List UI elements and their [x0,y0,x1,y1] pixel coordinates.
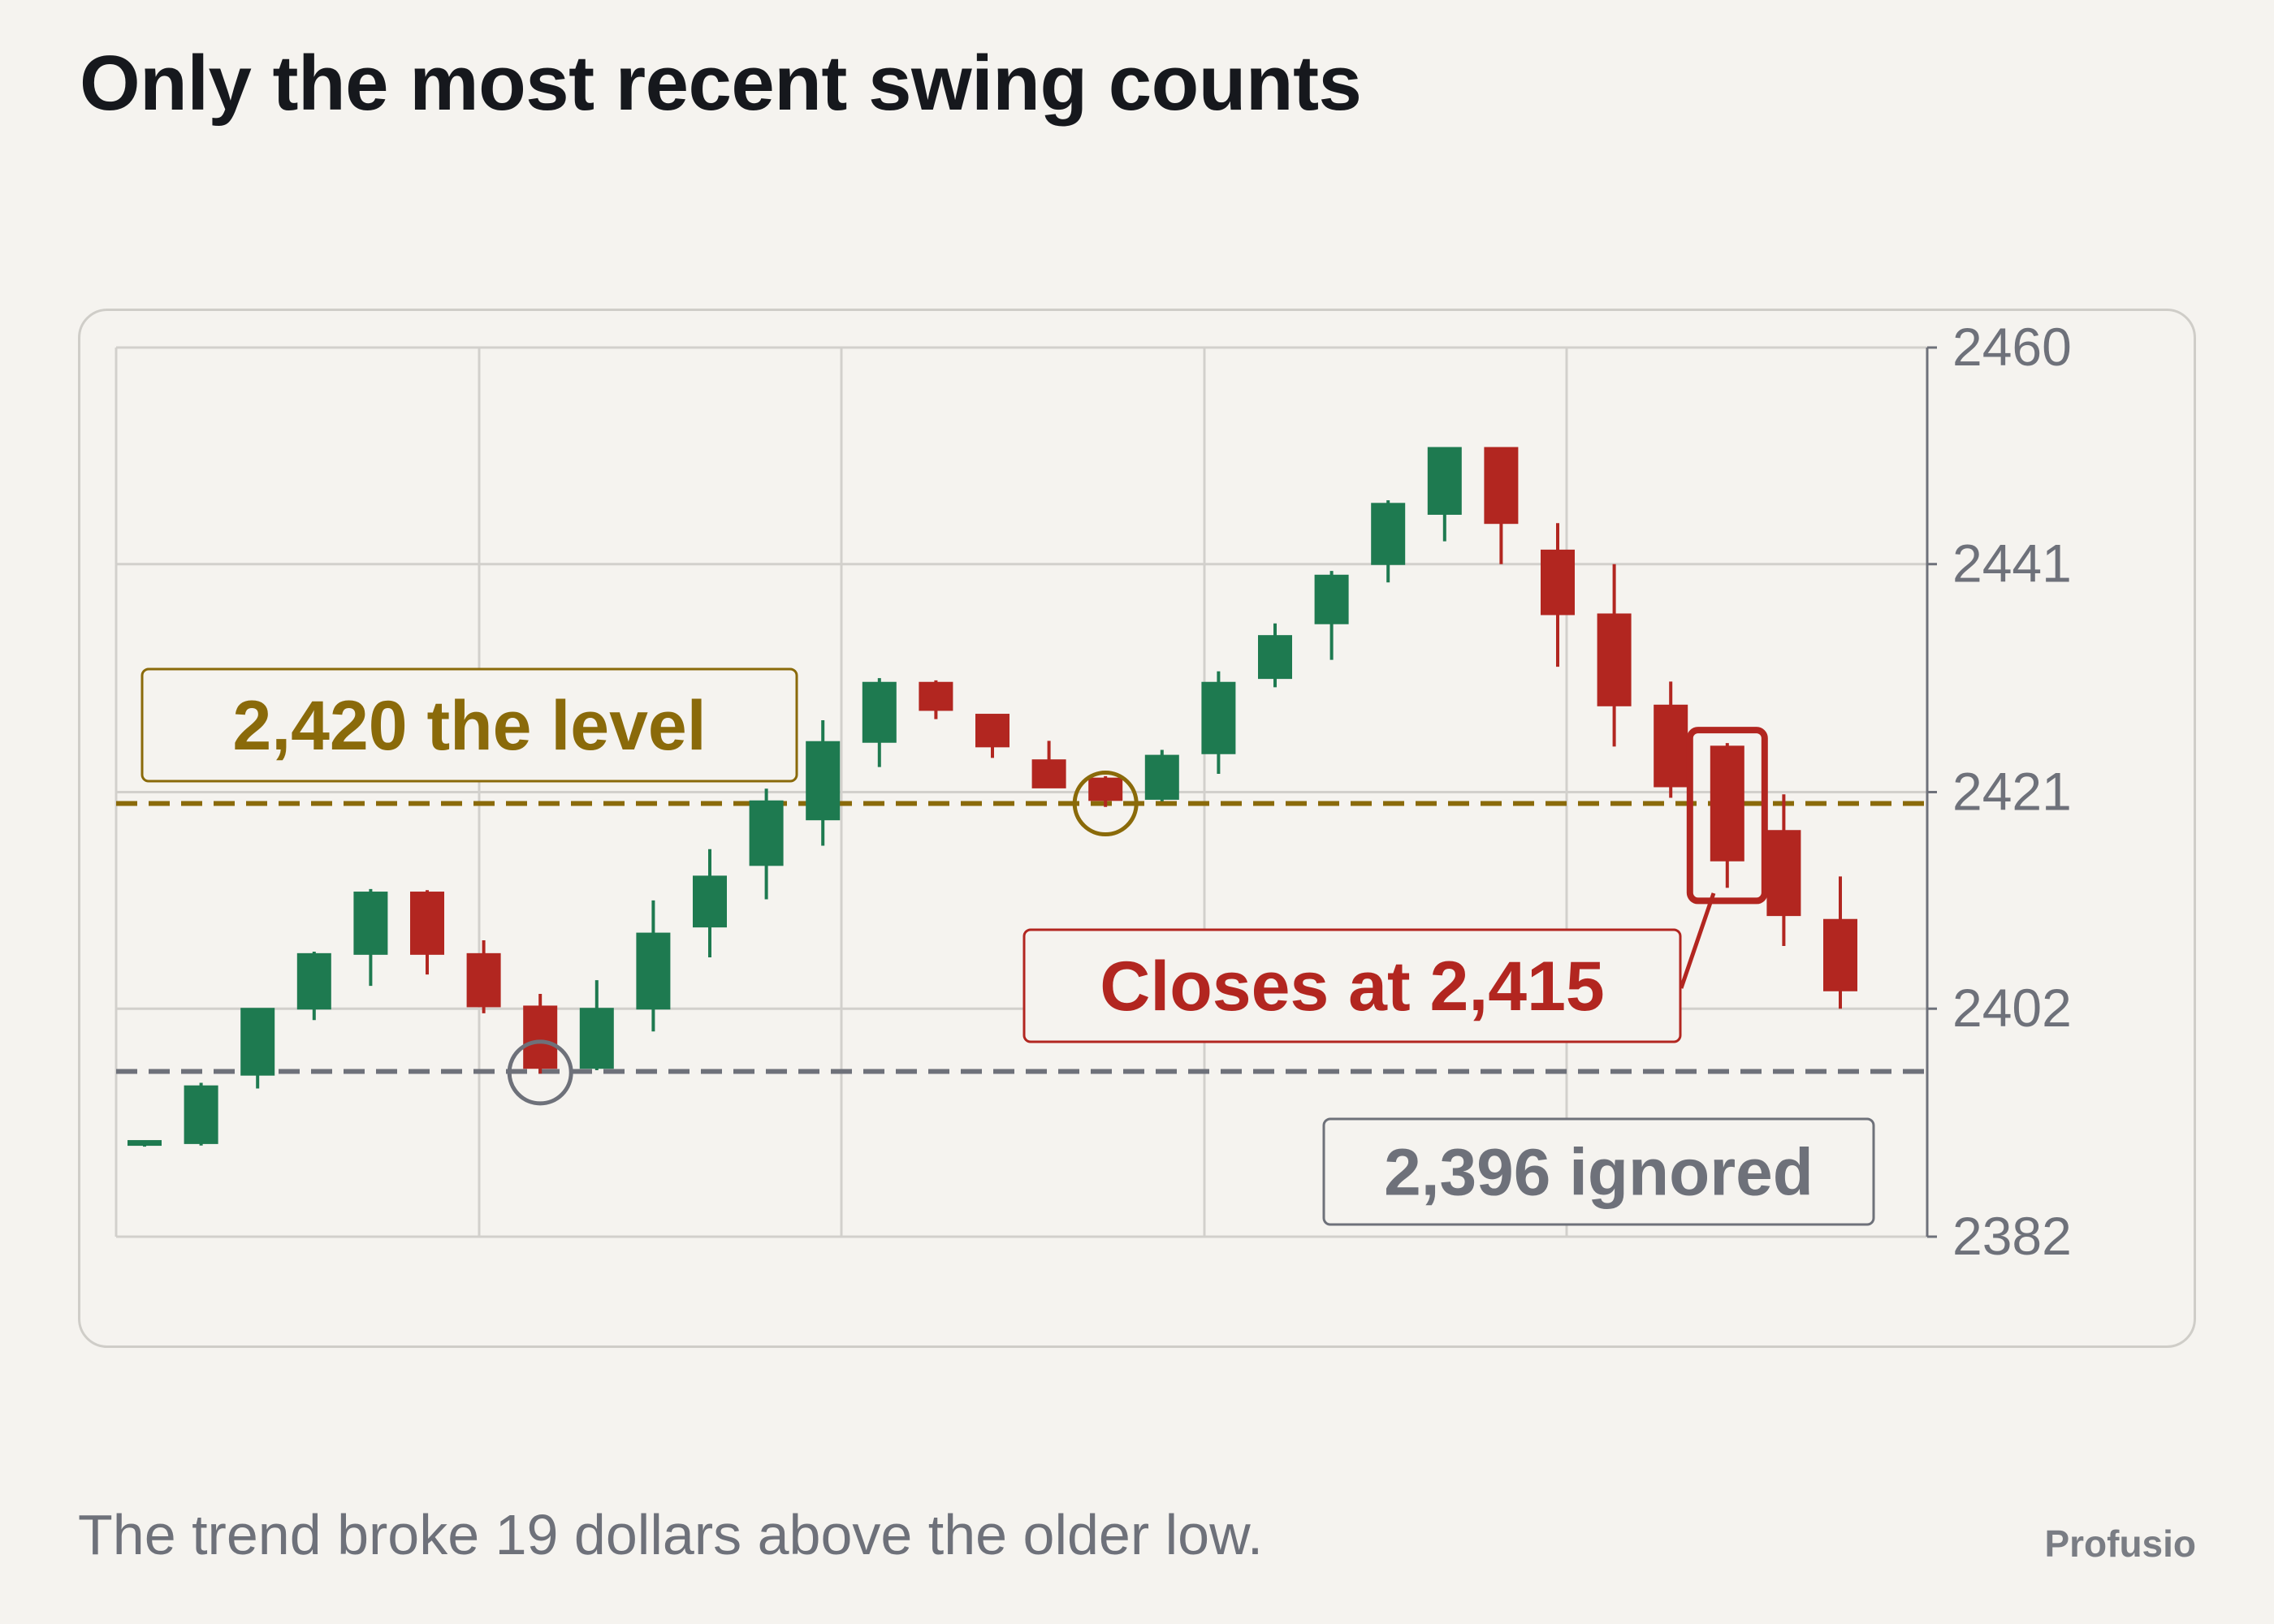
candle-body [1766,830,1801,917]
close-label-box [1022,928,1682,1043]
candle [806,720,841,846]
grid [115,346,1927,1238]
candle-body [693,875,727,928]
candle-body [636,932,671,1010]
candle [296,952,331,1021]
candle [1201,671,1236,775]
candle [1484,447,1519,564]
candle-body [975,714,1009,748]
y-tick-label: 2382 [1952,1206,2072,1266]
candle [1710,743,1744,888]
candle [1371,500,1406,583]
level-label-box [141,667,798,783]
candle-body [749,800,784,866]
candle-body [806,741,841,821]
candle-body [1597,613,1632,706]
candle [184,1082,218,1146]
candle-body [862,681,897,743]
recent-swing-circle [1072,771,1139,837]
candle-body [296,952,331,1010]
candle-body [1654,704,1688,788]
close-label-text: Closes at 2,415 [1100,948,1604,1026]
candle [1314,571,1349,660]
candle-body [466,952,501,1008]
y-tick-label: 2421 [1952,762,2072,822]
ignored-label-text: 2,396 ignored [1384,1136,1814,1210]
candle [1541,523,1575,667]
candle-body [1823,918,1857,991]
candle [240,1008,275,1089]
ignored-label: 2,396 ignored [1322,1117,1875,1226]
candle [128,1140,162,1147]
candle-body [523,1005,558,1069]
candle-body [1541,549,1575,615]
candle [919,680,953,719]
y-tick-label: 2402 [1952,978,2072,1038]
candle [1088,775,1123,807]
candle-body [184,1085,218,1144]
candle-body [579,1008,614,1069]
candle-body [1427,447,1462,515]
candle [353,888,388,987]
candle [862,678,897,767]
chart-subtitle: The trend broke 19 dollars above the old… [78,1503,1264,1566]
candle [975,714,1009,758]
candle-body [1258,635,1292,680]
candle-body [410,892,444,955]
candle [1654,681,1688,798]
candle-body [1484,447,1519,525]
candle-body [919,681,953,711]
brand-logo-text: Profusio [2044,1522,2196,1565]
candle [466,940,501,1013]
older-low-circle [507,1039,573,1106]
candle [1766,794,1801,947]
y-tick-label: 2441 [1952,533,2072,594]
level-label-text: 2,420 the level [232,687,706,765]
candle [1823,876,1857,1009]
candle [1144,749,1179,801]
candle [523,993,558,1074]
candle-body [1314,574,1349,624]
ignored-label-box [1322,1117,1875,1226]
candle [1427,447,1462,542]
chart-panel [78,309,2196,1348]
candle [579,980,614,1071]
level-label: 2,420 the level [141,667,798,783]
candle-body [1031,759,1066,788]
y-tick-label: 2460 [1952,317,2072,377]
candle [1031,741,1066,788]
candle-body [1201,681,1236,754]
close-highlight-box [1686,727,1768,905]
candle-body [1088,777,1123,801]
candle-body [1371,503,1406,565]
candle [636,900,671,1032]
candle [693,849,727,958]
candle-body [128,1140,162,1147]
candle [1597,564,1632,747]
candle-body [1144,754,1179,800]
candle-body [353,892,388,955]
candle [410,890,444,975]
candle [749,788,784,900]
close-leader-line [1679,892,1716,989]
close-label: Closes at 2,415 [1022,928,1682,1043]
chart-title: Only the most recent swing counts [80,40,1362,127]
candle [1258,623,1292,688]
candle-body [1710,745,1744,862]
candle-body [240,1008,275,1076]
